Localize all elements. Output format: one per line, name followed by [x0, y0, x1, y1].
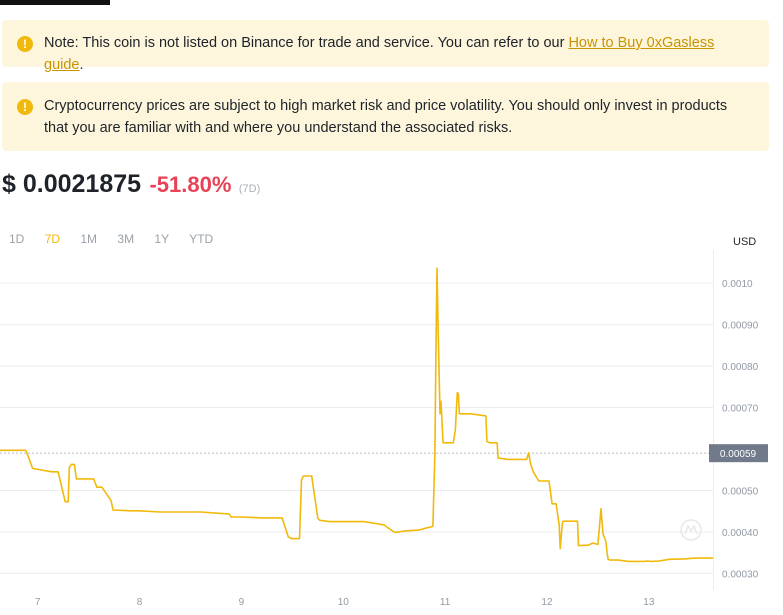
- current-price-label: 0.00059: [720, 449, 757, 460]
- range-tab-3m[interactable]: 3M: [117, 232, 135, 246]
- warning-icon: !: [17, 36, 33, 52]
- x-tick-label: 11: [440, 597, 451, 608]
- header-strip: [0, 0, 110, 5]
- y-tick-label: 0.00070: [722, 404, 759, 415]
- x-tick-label: 10: [338, 597, 350, 608]
- listing-notice-suffix: .: [79, 57, 84, 73]
- y-tick-label: 0.00080: [722, 362, 759, 373]
- change-period: (7D): [238, 183, 261, 195]
- price-line: [0, 267, 713, 563]
- x-tick-label: 9: [239, 597, 245, 608]
- price-chart[interactable]: 0.00030 0.00040 0.00050 0.00070 0.00080 0.000…: [0, 250, 783, 615]
- listing-notice-text: Note: This coin is not listed on Binance…: [44, 35, 569, 51]
- range-tab-1m[interactable]: 1M: [80, 232, 98, 246]
- price-summary: $ 0.0021875 -51.80% (7D): [2, 170, 260, 199]
- risk-notice: ! Cryptocurrency prices are subject to h…: [2, 82, 769, 151]
- price-change: -51.80%: [149, 172, 232, 197]
- range-tab-1d[interactable]: 1D: [9, 232, 25, 246]
- y-tick-label: 0.0010: [722, 279, 753, 290]
- how-to-buy-guide-link[interactable]: How to Buy 0xGasless guide: [44, 35, 715, 73]
- y-tick-label: 0.00050: [722, 486, 759, 497]
- listing-notice: ! Note: This coin is not listed on Binan…: [2, 20, 769, 73]
- current-price-label-bg: [709, 444, 768, 463]
- risk-notice-text: Cryptocurrency prices are subject to hig…: [44, 98, 728, 136]
- y-tick-label: 0.00030: [722, 569, 759, 580]
- x-tick-label: 8: [137, 597, 143, 608]
- range-tab-7d[interactable]: 7D: [44, 232, 61, 246]
- y-tick-label: 0.00090: [722, 321, 759, 332]
- time-range-tabs: 1D 7D 1M 3M 1Y YTD: [9, 232, 230, 246]
- watermark-logo-icon: [684, 524, 698, 535]
- range-tab-ytd[interactable]: YTD: [189, 232, 214, 246]
- y-tick-label: 0.00040: [722, 528, 759, 539]
- warning-icon: !: [17, 99, 33, 115]
- x-tick-label: 7: [35, 597, 41, 608]
- x-tick-label: 12: [541, 597, 553, 608]
- range-tab-1y[interactable]: 1Y: [154, 232, 170, 246]
- x-tick-label: 13: [643, 597, 655, 608]
- watermark-logo-icon: [680, 519, 702, 541]
- currency-label: USD: [733, 236, 757, 248]
- current-price: $ 0.0021875: [2, 170, 142, 198]
